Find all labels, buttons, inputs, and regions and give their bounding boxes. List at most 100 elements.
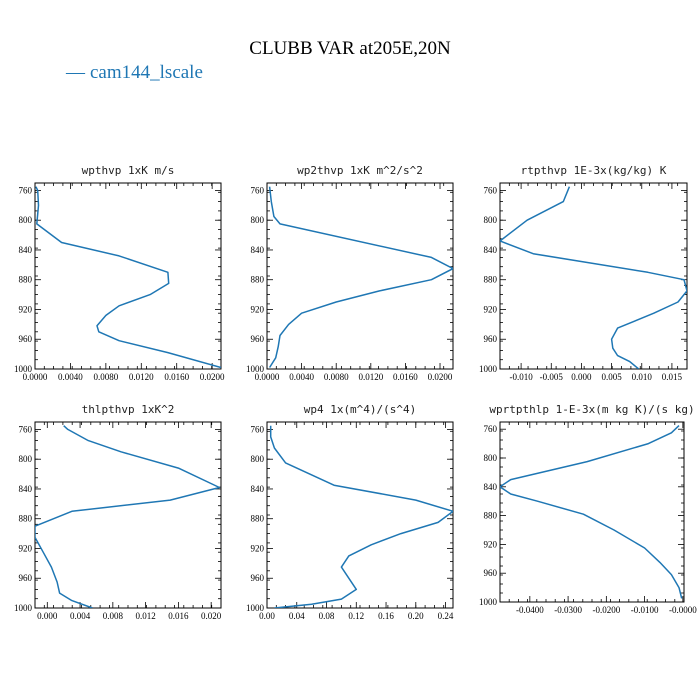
- x-tick-label: 0.0000: [23, 372, 48, 382]
- y-tick-label: 840: [19, 484, 33, 494]
- legend: — cam144_lscale: [65, 62, 203, 83]
- panel-4: thlpthvp 1xK^2 0.000 0.004 0.008 0.012 0.016 0…: [14, 403, 222, 621]
- x-tick-label: -0.010: [509, 372, 533, 382]
- y-tick-label: 960: [19, 334, 33, 344]
- x-tick-label: 0.00: [259, 611, 275, 621]
- y-tick-label: 960: [484, 334, 498, 344]
- y-tick-label: 880: [251, 514, 265, 524]
- x-tick-label: 0.12: [348, 611, 364, 621]
- panel-2: wp2thvp 1xK m^2/s^2 0.0000 0.0040 0.0080 0.0…: [246, 164, 454, 382]
- series-line: [500, 186, 687, 369]
- y-tick-label: 760: [484, 185, 498, 195]
- y-tick-label: 920: [484, 304, 498, 314]
- x-tick-label: 0.0080: [324, 372, 349, 382]
- y-tick-label: 760: [19, 185, 33, 195]
- y-tick-label: 920: [19, 543, 33, 553]
- x-tick-label: 0.0080: [93, 372, 118, 382]
- series-line: [35, 186, 221, 369]
- y-tick-label: 880: [484, 511, 498, 521]
- x-tick-label: -0.0300: [554, 605, 582, 615]
- panel-title: thlpthvp 1xK^2: [82, 403, 175, 416]
- y-tick-label: 880: [251, 275, 265, 285]
- y-tick-label: 840: [484, 482, 498, 492]
- x-tick-label: 0.016: [168, 611, 189, 621]
- y-tick-label: 920: [251, 543, 265, 553]
- x-tick-label: 0.0160: [164, 372, 189, 382]
- x-tick-label: 0.0040: [289, 372, 314, 382]
- x-tick-label: 0.16: [378, 611, 394, 621]
- y-tick-label: 1000: [14, 603, 33, 613]
- legend-symbol: —: [65, 62, 86, 83]
- y-tick-label: 960: [484, 568, 498, 578]
- y-tick-label: 800: [19, 454, 33, 464]
- plot-frame: [499, 421, 685, 603]
- y-tick-label: 760: [19, 424, 33, 434]
- series-line: [269, 425, 453, 608]
- y-tick-label: 800: [251, 215, 265, 225]
- series-line: [35, 425, 221, 608]
- plot-frame: [499, 182, 688, 370]
- x-tick-label: 0.000: [37, 611, 58, 621]
- x-tick-label: 0.0120: [358, 372, 383, 382]
- x-tick-label: 0.0000: [255, 372, 280, 382]
- panel-6: wprtpthlp 1-E-3x(m kg K)/(s kg) -0.0400 -0…: [479, 403, 697, 615]
- x-tick-label: -0.0100: [631, 605, 659, 615]
- y-tick-label: 920: [251, 304, 265, 314]
- y-tick-label: 960: [251, 334, 265, 344]
- x-tick-label: 0.08: [319, 611, 335, 621]
- y-tick-label: 880: [19, 275, 33, 285]
- y-tick-label: 960: [19, 573, 33, 583]
- series-line: [500, 425, 683, 599]
- panel-3: rtpthvp 1E-3x(kg/kg) K -0.010 -0.005 0.000 0…: [479, 164, 688, 382]
- x-tick-label: -0.0200: [592, 605, 620, 615]
- y-tick-label: 800: [19, 215, 33, 225]
- y-tick-label: 800: [484, 453, 498, 463]
- x-tick-label: 0.0040: [58, 372, 83, 382]
- y-tick-label: 760: [484, 424, 498, 434]
- x-tick-label: 0.0160: [393, 372, 418, 382]
- panel-1: wpthvp 1xK m/s 0.0000 0.0040 0.0080 0.0120 0.…: [14, 164, 225, 382]
- y-tick-label: 840: [251, 484, 265, 494]
- legend-label: cam144_lscale: [90, 62, 203, 83]
- x-tick-label: 0.04: [289, 611, 305, 621]
- y-tick-label: 1000: [14, 364, 33, 374]
- panel-title: wpthvp 1xK m/s: [82, 164, 175, 177]
- x-tick-label: -0.0400: [516, 605, 544, 615]
- x-tick-label: 0.24: [438, 611, 454, 621]
- panels-grid: wpthvp 1xK m/s 0.0000 0.0040 0.0080 0.0120 0.…: [14, 164, 697, 621]
- panel-title: wp2thvp 1xK m^2/s^2: [297, 164, 423, 177]
- y-tick-label: 1000: [246, 603, 265, 613]
- y-tick-label: 1000: [479, 364, 498, 374]
- x-tick-label: 0.005: [601, 372, 622, 382]
- y-tick-label: 920: [19, 304, 33, 314]
- x-tick-label: 0.0120: [129, 372, 154, 382]
- x-tick-label: 0.020: [201, 611, 222, 621]
- y-tick-label: 840: [251, 245, 265, 255]
- x-tick-label: 0.0200: [200, 372, 225, 382]
- x-tick-label: 0.015: [662, 372, 683, 382]
- x-tick-label: 0.004: [70, 611, 91, 621]
- y-tick-label: 840: [484, 245, 498, 255]
- panel-title: rtpthvp 1E-3x(kg/kg) K: [521, 164, 667, 177]
- y-tick-label: 880: [484, 275, 498, 285]
- y-tick-label: 840: [19, 245, 33, 255]
- x-tick-label: -0.005: [540, 372, 564, 382]
- x-tick-label: 0.008: [103, 611, 124, 621]
- figure-title: CLUBB VAR at205E,20N: [249, 38, 451, 59]
- plot-frame: [266, 421, 454, 609]
- y-tick-label: 760: [251, 424, 265, 434]
- y-tick-label: 800: [484, 215, 498, 225]
- x-tick-label: -0.0000: [669, 605, 697, 615]
- panel-title: wprtpthlp 1-E-3x(m kg K)/(s kg): [489, 403, 694, 416]
- x-tick-label: 0.20: [408, 611, 424, 621]
- y-tick-label: 760: [251, 185, 265, 195]
- y-tick-label: 960: [251, 573, 265, 583]
- y-tick-label: 800: [251, 454, 265, 464]
- x-tick-label: 0.010: [632, 372, 653, 382]
- y-tick-label: 920: [484, 539, 498, 549]
- panel-title: wp4 1x(m^4)/(s^4): [304, 403, 417, 416]
- x-tick-label: 0.012: [135, 611, 155, 621]
- x-tick-label: 0.000: [571, 372, 592, 382]
- x-tick-label: 0.0200: [428, 372, 453, 382]
